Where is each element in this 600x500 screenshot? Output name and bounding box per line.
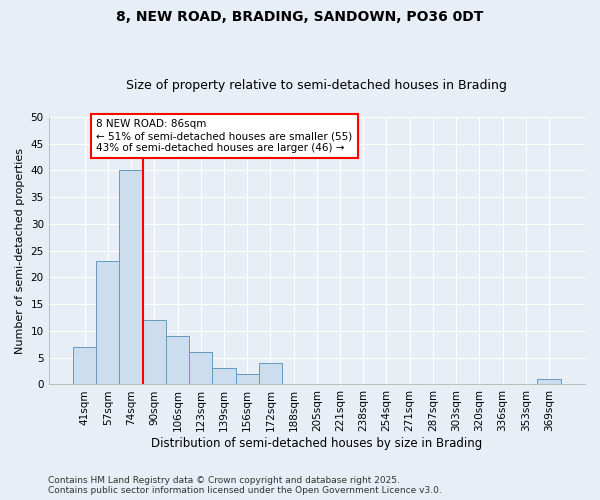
Bar bbox=[96, 262, 119, 384]
Title: Size of property relative to semi-detached houses in Brading: Size of property relative to semi-detach… bbox=[127, 79, 507, 92]
Text: Contains HM Land Registry data © Crown copyright and database right 2025.
Contai: Contains HM Land Registry data © Crown c… bbox=[48, 476, 442, 495]
Text: 8 NEW ROAD: 86sqm
← 51% of semi-detached houses are smaller (55)
43% of semi-det: 8 NEW ROAD: 86sqm ← 51% of semi-detached… bbox=[96, 120, 353, 152]
Bar bbox=[166, 336, 189, 384]
Bar bbox=[73, 347, 96, 385]
Bar bbox=[236, 374, 259, 384]
Bar bbox=[259, 363, 282, 384]
Y-axis label: Number of semi-detached properties: Number of semi-detached properties bbox=[15, 148, 25, 354]
Bar bbox=[538, 379, 560, 384]
X-axis label: Distribution of semi-detached houses by size in Brading: Distribution of semi-detached houses by … bbox=[151, 437, 482, 450]
Bar bbox=[119, 170, 143, 384]
Text: 8, NEW ROAD, BRADING, SANDOWN, PO36 0DT: 8, NEW ROAD, BRADING, SANDOWN, PO36 0DT bbox=[116, 10, 484, 24]
Bar bbox=[212, 368, 236, 384]
Bar bbox=[189, 352, 212, 384]
Bar bbox=[143, 320, 166, 384]
